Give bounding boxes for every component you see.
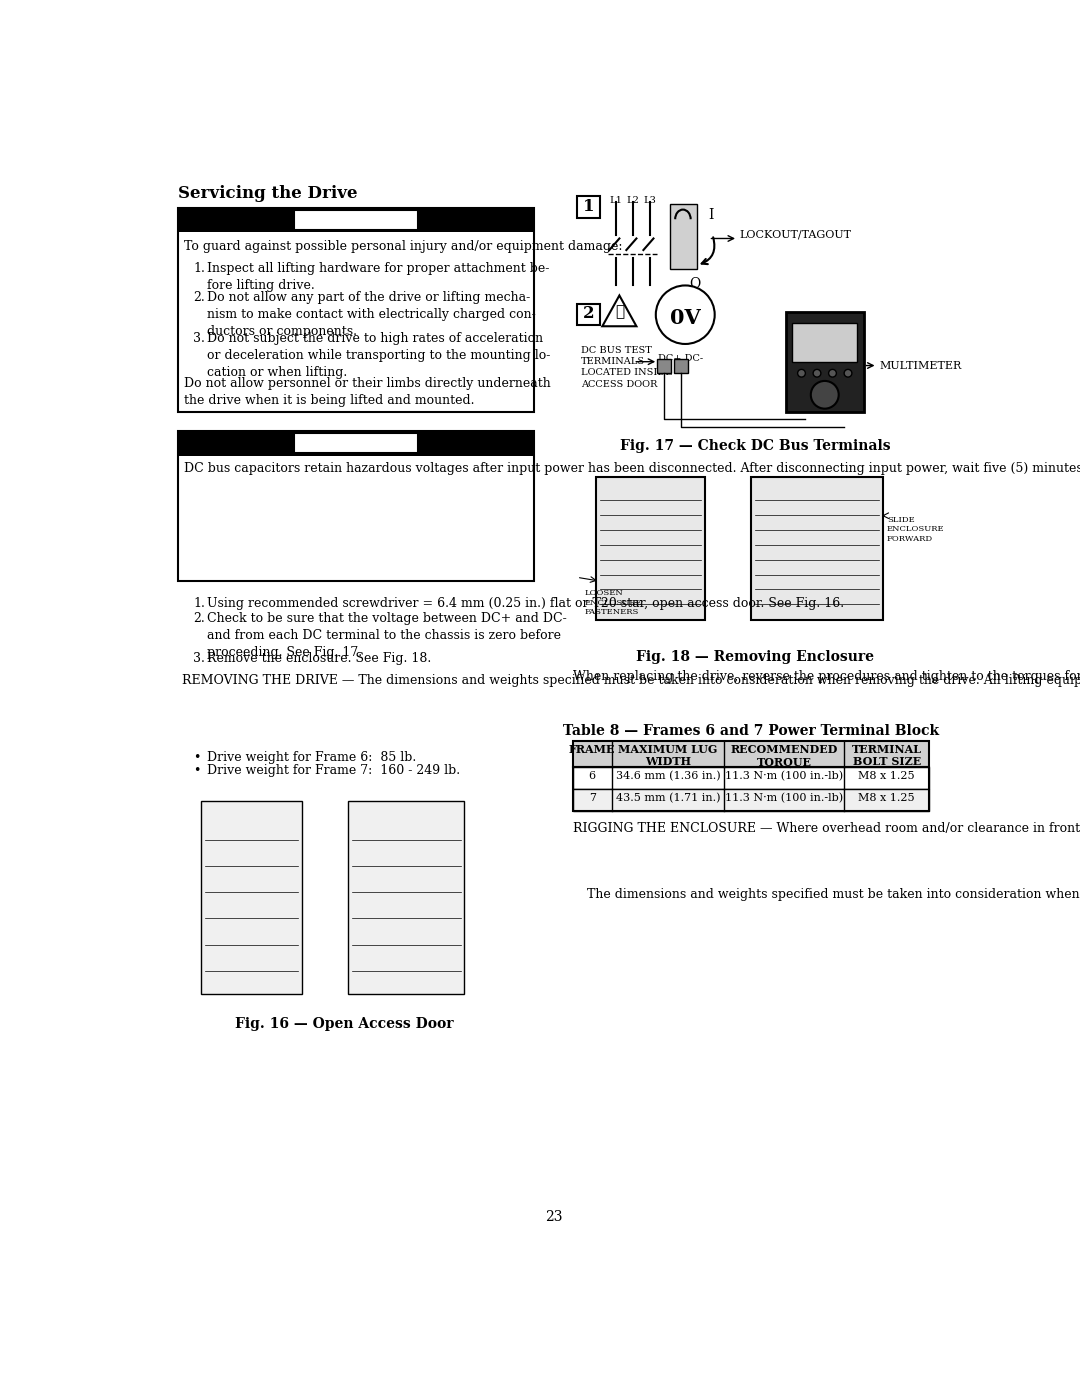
Text: 23: 23 xyxy=(544,1210,563,1224)
Text: 2: 2 xyxy=(582,306,594,323)
Circle shape xyxy=(798,369,806,377)
Bar xyxy=(348,802,464,993)
Text: ⚠ WARNING: ⚠ WARNING xyxy=(305,434,407,448)
Text: MULTIMETER: MULTIMETER xyxy=(879,360,961,370)
Bar xyxy=(177,208,535,412)
Text: Do not allow personnel or their limbs directly underneath
the drive when it is b: Do not allow personnel or their limbs di… xyxy=(184,377,551,407)
Bar xyxy=(572,767,930,789)
Text: I: I xyxy=(708,208,714,222)
Text: FRAME: FRAME xyxy=(569,743,616,754)
Text: M8 x 1.25: M8 x 1.25 xyxy=(859,793,915,803)
Text: MAXIMUM LUG
WIDTH: MAXIMUM LUG WIDTH xyxy=(618,743,717,767)
Circle shape xyxy=(656,285,715,344)
Text: 11.3 N·m (100 in.-lb): 11.3 N·m (100 in.-lb) xyxy=(725,793,843,803)
Text: REMOVING THE DRIVE — The dimensions and weights specified must be taken into con: REMOVING THE DRIVE — The dimensions and … xyxy=(181,673,1080,686)
Text: •: • xyxy=(193,750,201,764)
Text: When replacing the drive, reverse the procedures and tighten to the torques for : When replacing the drive, reverse the pr… xyxy=(572,669,1080,683)
Bar xyxy=(657,359,671,373)
Text: O: O xyxy=(689,277,700,291)
Text: 34.6 mm (1.36 in.): 34.6 mm (1.36 in.) xyxy=(616,771,720,782)
Text: LOCKOUT/TAGOUT: LOCKOUT/TAGOUT xyxy=(740,229,851,240)
Text: RIGGING THE ENCLOSURE — Where overhead room and/or clearance in front of the dri: RIGGING THE ENCLOSURE — Where overhead r… xyxy=(572,823,1080,835)
Text: Using recommended screwdriver = 6.4 mm (0.25 in.) flat or T20 star, open access : Using recommended screwdriver = 6.4 mm (… xyxy=(207,597,845,609)
Text: Do not allow any part of the drive or lifting mecha-
nism to make contact with e: Do not allow any part of the drive or li… xyxy=(207,291,536,338)
Circle shape xyxy=(811,381,839,409)
Text: To guard against possible personal injury and/or equipment damage:: To guard against possible personal injur… xyxy=(184,240,622,253)
Text: ⚡: ⚡ xyxy=(615,306,624,320)
Text: ⚠ WARNING: ⚠ WARNING xyxy=(305,211,407,225)
Bar xyxy=(793,323,858,362)
Bar xyxy=(572,767,930,810)
Text: 43.5 mm (1.71 in.): 43.5 mm (1.71 in.) xyxy=(616,793,720,803)
Bar xyxy=(201,802,301,993)
Text: M8 x 1.25: M8 x 1.25 xyxy=(859,771,915,781)
Text: Drive weight for Frame 7:  160 - 249 lb.: Drive weight for Frame 7: 160 - 249 lb. xyxy=(207,764,460,777)
Text: Fig. 16 — Open Access Door: Fig. 16 — Open Access Door xyxy=(235,1017,454,1031)
Text: DC+ DC-: DC+ DC- xyxy=(658,353,703,363)
Bar xyxy=(294,433,418,453)
Text: 7: 7 xyxy=(589,793,596,803)
Bar xyxy=(177,432,535,455)
Text: 0V: 0V xyxy=(811,337,838,355)
Bar xyxy=(572,789,930,810)
Text: 0V: 0V xyxy=(670,307,701,328)
Bar xyxy=(596,478,704,620)
Text: Remove the enclosure. See Fig. 18.: Remove the enclosure. See Fig. 18. xyxy=(207,652,431,665)
Text: 11.3 N·m (100 in.-lb): 11.3 N·m (100 in.-lb) xyxy=(725,771,843,782)
Text: L1: L1 xyxy=(609,196,622,205)
Text: •: • xyxy=(193,764,201,777)
Text: TERMINAL
BOLT SIZE: TERMINAL BOLT SIZE xyxy=(852,743,921,767)
Bar xyxy=(786,312,864,412)
Text: RECOMMENDED
TORQUE: RECOMMENDED TORQUE xyxy=(730,743,838,767)
Text: Drive weight for Frame 6:  85 lb.: Drive weight for Frame 6: 85 lb. xyxy=(207,750,416,764)
Text: 1.: 1. xyxy=(193,261,205,275)
Text: L2: L2 xyxy=(626,196,639,205)
Bar xyxy=(572,740,930,767)
Text: 6: 6 xyxy=(589,771,596,781)
Bar xyxy=(577,305,600,326)
Text: DC bus capacitors retain hazardous voltages after input power has been disconnec: DC bus capacitors retain hazardous volta… xyxy=(184,462,1080,475)
Text: 1.: 1. xyxy=(193,597,205,609)
Bar xyxy=(294,210,418,231)
Text: Do not subject the drive to high rates of acceleration
or deceleration while tra: Do not subject the drive to high rates o… xyxy=(207,332,551,380)
Bar xyxy=(674,359,688,373)
Bar xyxy=(670,204,697,270)
Text: 2.: 2. xyxy=(193,612,205,624)
Circle shape xyxy=(845,369,852,377)
Text: Fig. 17 — Check DC Bus Terminals: Fig. 17 — Check DC Bus Terminals xyxy=(620,439,890,453)
Text: 2.: 2. xyxy=(193,291,205,303)
Text: L3: L3 xyxy=(644,196,656,205)
Text: Fig. 18 — Removing Enclosure: Fig. 18 — Removing Enclosure xyxy=(636,651,874,665)
Polygon shape xyxy=(603,295,636,327)
Text: The dimensions and weights specified must be taken into consideration when remov: The dimensions and weights specified mus… xyxy=(586,887,1080,901)
Text: Inspect all lifting hardware for proper attachment be-
fore lifting drive.: Inspect all lifting hardware for proper … xyxy=(207,261,550,292)
Text: Check to be sure that the voltage between DC+ and DC-
and from each DC terminal : Check to be sure that the voltage betwee… xyxy=(207,612,567,659)
Text: 1: 1 xyxy=(582,197,594,215)
Text: Table 8 — Frames 6 and 7 Power Terminal Block: Table 8 — Frames 6 and 7 Power Terminal … xyxy=(563,724,940,738)
Text: 3.: 3. xyxy=(193,652,205,665)
Text: LOOSEN
ENCLOSURE
FASTENERS: LOOSEN ENCLOSURE FASTENERS xyxy=(584,588,643,616)
Text: DC BUS TEST
TERMINALS
LOCATED INSIDE
ACCESS DOOR: DC BUS TEST TERMINALS LOCATED INSIDE ACC… xyxy=(581,346,672,388)
Circle shape xyxy=(828,369,836,377)
Bar xyxy=(177,432,535,581)
Bar xyxy=(577,196,600,218)
Text: 3.: 3. xyxy=(193,332,205,345)
Text: Servicing the Drive: Servicing the Drive xyxy=(177,184,357,201)
Text: SLIDE
ENCLOSURE
FORWARD: SLIDE ENCLOSURE FORWARD xyxy=(887,515,944,543)
Bar xyxy=(177,208,535,232)
Circle shape xyxy=(813,369,821,377)
Bar xyxy=(751,478,882,620)
